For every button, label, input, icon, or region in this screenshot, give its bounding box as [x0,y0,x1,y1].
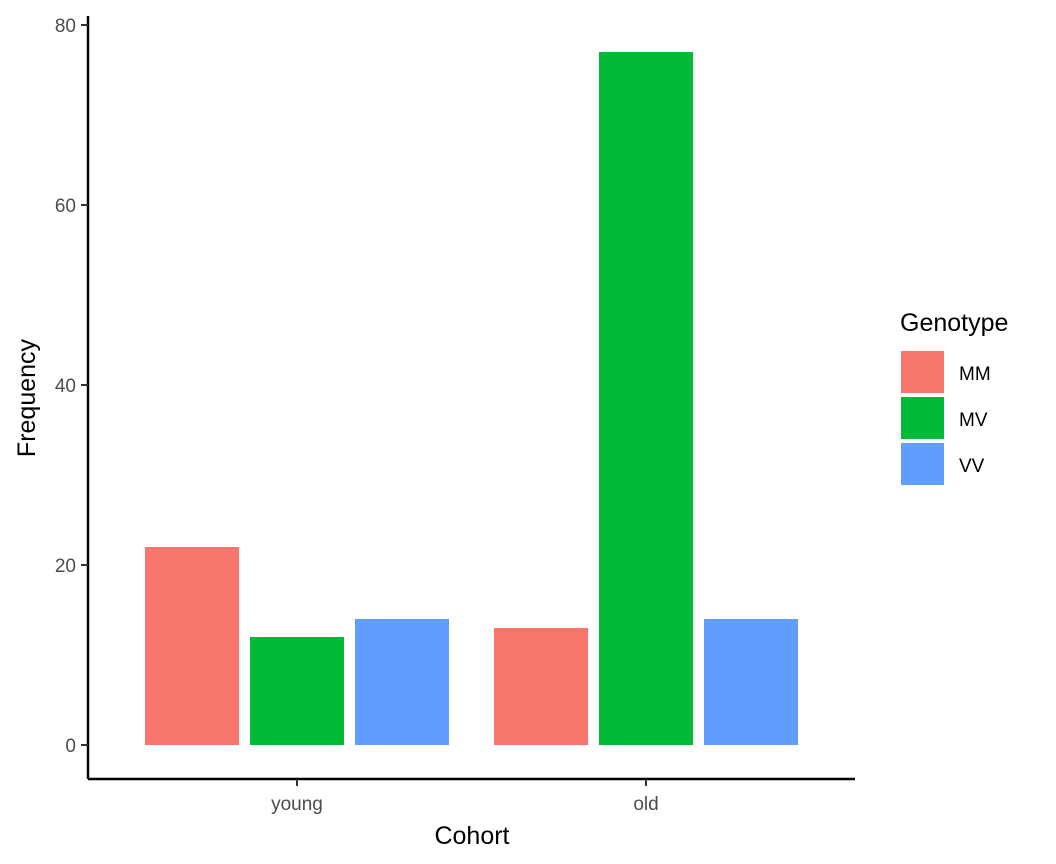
x-axis-title: Cohort [434,822,509,850]
legend-key-mm [901,351,944,393]
y-axis-title: Frequency [13,338,41,457]
legend-label-mm: MM [959,364,991,385]
legend-key-vv [901,443,944,485]
x-tick-label-young: young [271,794,323,815]
y-tick-label: 0 [65,736,76,757]
y-axis: 0 20 40 60 80 [55,16,90,779]
legend-title: Genotype [900,309,1008,337]
bar-young-mm [145,547,239,745]
legend: Genotype MM MV VV [900,309,1008,485]
bar-old-vv [704,619,798,745]
x-axis: young old [88,777,855,815]
legend-label-mv: MV [959,410,988,431]
y-tick-label: 20 [55,556,76,577]
y-tick-label: 60 [55,196,76,217]
bar-young-vv [355,619,449,745]
bar-old-mv [599,52,693,745]
y-tick-label: 40 [55,376,76,397]
x-tick-label-old: old [633,794,658,815]
bars-group [145,52,798,745]
legend-label-vv: VV [959,456,985,477]
legend-key-mv [901,397,944,439]
bar-young-mv [250,637,344,745]
y-tick-label: 80 [55,16,76,37]
bar-old-mm [494,628,588,745]
